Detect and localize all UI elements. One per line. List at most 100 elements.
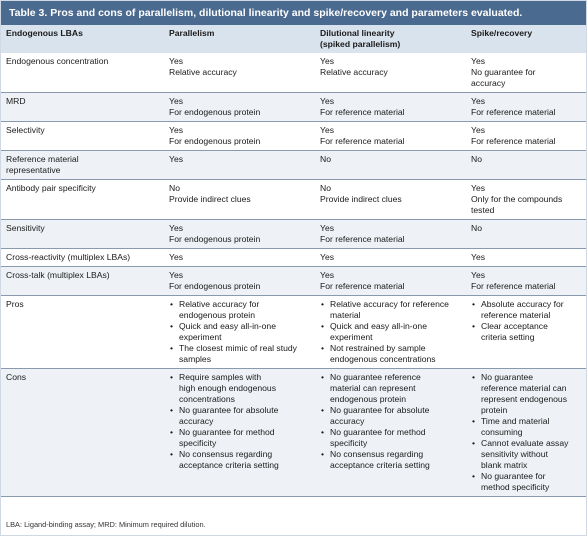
list-item-text: Relative accuracy for reference bbox=[330, 299, 449, 309]
cell-text: For reference material bbox=[471, 136, 556, 146]
cell-text: No bbox=[320, 183, 331, 193]
table-cell: No Provide indirect clues bbox=[315, 179, 466, 220]
header-cell: Spike/recovery bbox=[466, 25, 586, 53]
list-item-text: No guarantee for absolute bbox=[330, 405, 430, 415]
row-label: Antibody pair specificity bbox=[6, 183, 96, 193]
cell-text: Only for the compounds bbox=[471, 194, 563, 204]
list-item-text: No guarantee for absolute bbox=[179, 405, 279, 415]
header-cell: Endogenous LBAs bbox=[1, 25, 164, 53]
cell-text: Relative accuracy bbox=[320, 67, 388, 77]
cell-text: Yes bbox=[471, 183, 486, 193]
row-label: Reference material bbox=[6, 154, 79, 164]
row-label: representative bbox=[6, 165, 61, 175]
list-item-text: consuming bbox=[481, 427, 523, 437]
cell-text: Yes bbox=[320, 252, 335, 262]
table-cell: Yes For endogenous protein bbox=[164, 92, 315, 122]
list-item-text: Time and material bbox=[481, 416, 550, 426]
header-row: Endogenous LBAs Parallelism Dilutional l… bbox=[1, 25, 586, 53]
row-label-cell: Pros bbox=[1, 295, 164, 369]
cell-text: No bbox=[471, 223, 482, 233]
cell-text: Yes bbox=[169, 96, 184, 106]
table-cell: Yes Relative accuracy bbox=[164, 53, 315, 93]
table-cell: Yes For endogenous protein bbox=[164, 219, 315, 249]
cell-text: For endogenous protein bbox=[169, 107, 261, 117]
cell-text: No bbox=[320, 154, 331, 164]
list-item-text: blank matrix bbox=[481, 460, 528, 470]
row-label: Endogenous concentration bbox=[6, 56, 109, 66]
row-label: Sensitivity bbox=[6, 223, 45, 233]
table-cell: No bbox=[466, 150, 586, 180]
pros-cell: Relative accuracy for referencematerialQ… bbox=[315, 295, 466, 369]
table-row: Selectivity Yes For endogenous protein Yes F… bbox=[1, 121, 586, 151]
list-item-text: specificity bbox=[330, 438, 368, 448]
table-cell: No bbox=[466, 219, 586, 249]
pros-cons-table: Endogenous LBAs Parallelism Dilutional l… bbox=[1, 25, 586, 497]
cell-text: Relative accuracy bbox=[169, 67, 237, 77]
cell-text: For endogenous protein bbox=[169, 234, 261, 244]
table-cell: Yes bbox=[164, 150, 315, 180]
list-item-text: No consensus regarding bbox=[330, 449, 424, 459]
list-item-text: Absolute accuracy for bbox=[481, 299, 564, 309]
cell-text: Yes bbox=[169, 125, 184, 135]
table-footnote: LBA: Ligand-binding assay; MRD: Minimum … bbox=[6, 520, 206, 529]
cell-text: No bbox=[471, 154, 482, 164]
cell-text: Provide indirect clues bbox=[169, 194, 251, 204]
header-line: Spike/recovery bbox=[471, 28, 533, 38]
cell-text: For endogenous protein bbox=[169, 281, 261, 291]
table-row: Reference material representative Yes No No bbox=[1, 150, 586, 180]
table-cell: No Provide indirect clues bbox=[164, 179, 315, 220]
list-item-text: specificity bbox=[179, 438, 217, 448]
list-item-text: Relative accuracy for bbox=[179, 299, 260, 309]
list-item-text: high enough endogenous bbox=[179, 383, 277, 393]
row-label: Selectivity bbox=[6, 125, 45, 135]
table-cell: Yes bbox=[315, 248, 466, 267]
row-label-cell: Cross-reactivity (multiplex LBAs) bbox=[1, 248, 164, 267]
cell-text: For reference material bbox=[320, 281, 405, 291]
list-item-text: endogenous protein bbox=[179, 310, 255, 320]
table-cell: Yes bbox=[164, 248, 315, 267]
list-item-text: endogenous concentrations bbox=[330, 354, 436, 364]
list-item-text: represent endogenous bbox=[481, 394, 568, 404]
header-line: (spiked parallelism) bbox=[320, 39, 401, 49]
table-row: Antibody pair specificity No Provide indir… bbox=[1, 179, 586, 220]
table-cell: Yes For reference material bbox=[466, 121, 586, 151]
cell-text: tested bbox=[471, 205, 495, 215]
list-item-text: sensitivity without bbox=[481, 449, 548, 459]
cell-text: For reference material bbox=[320, 107, 405, 117]
list-item-text: No guarantee reference bbox=[330, 372, 421, 382]
list-item-text: No guarantee for bbox=[481, 471, 546, 481]
list-item-text: Quick and easy all-in-one bbox=[330, 321, 427, 331]
cell-text: Yes bbox=[169, 270, 184, 280]
table-body: Endogenous concentration Yes Relative accu… bbox=[1, 53, 586, 497]
list-item-text: Cannot evaluate assay bbox=[481, 438, 569, 448]
table-caption: Table 3. Pros and cons of parallelism, d… bbox=[1, 1, 586, 25]
row-label-cell: Cons bbox=[1, 368, 164, 497]
row-label-cell: Reference material representative bbox=[1, 150, 164, 180]
table-row: Sensitivity Yes For endogenous protein Yes F… bbox=[1, 219, 586, 249]
cell-text: Yes bbox=[471, 96, 486, 106]
cell-text: Yes bbox=[471, 125, 486, 135]
cell-text: For endogenous protein bbox=[169, 136, 261, 146]
list-item-text: samples bbox=[179, 354, 211, 364]
cell-text: For reference material bbox=[320, 136, 405, 146]
table-cell: Yes Only for the compounds tested bbox=[466, 179, 586, 220]
row-label-cell: Selectivity bbox=[1, 121, 164, 151]
